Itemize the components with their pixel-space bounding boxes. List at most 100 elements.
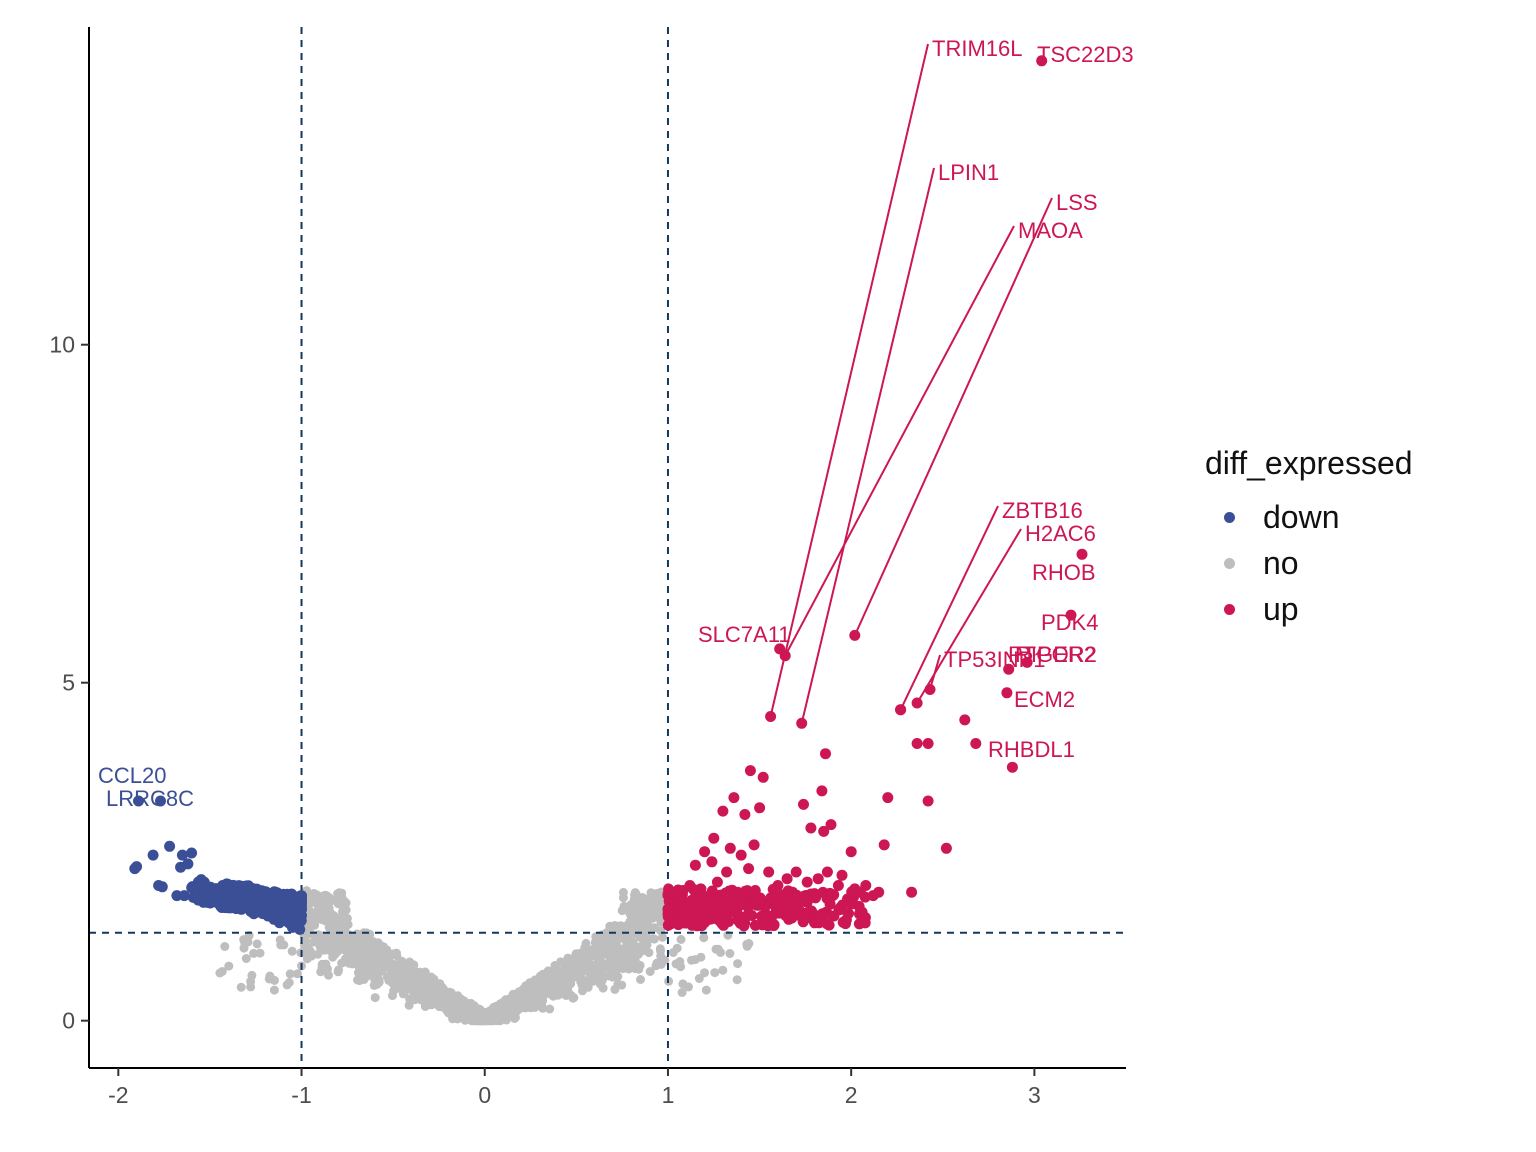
data-point-no bbox=[644, 948, 654, 958]
data-point-no bbox=[588, 968, 598, 978]
data-point-up bbox=[699, 846, 711, 858]
data-point-down bbox=[215, 900, 227, 912]
data-point-up bbox=[911, 697, 923, 709]
data-point-no bbox=[636, 945, 646, 955]
data-point-up bbox=[728, 792, 740, 804]
x-tick-label: 3 bbox=[1028, 1082, 1041, 1108]
data-point-no bbox=[319, 891, 329, 901]
data-point-down bbox=[286, 888, 298, 900]
gene-label: TRIM16L bbox=[932, 36, 1022, 61]
data-point-up bbox=[832, 880, 844, 891]
data-point-no bbox=[448, 1004, 458, 1014]
data-point-up bbox=[798, 798, 809, 810]
data-point-up bbox=[664, 895, 676, 907]
data-point-no bbox=[732, 975, 742, 985]
data-point-no bbox=[345, 951, 355, 961]
data-point-no bbox=[710, 968, 720, 978]
data-point-no bbox=[733, 959, 743, 969]
data-point-no bbox=[641, 930, 651, 940]
data-point-up bbox=[799, 912, 811, 924]
data-point-no bbox=[503, 997, 512, 1007]
data-point-no bbox=[638, 894, 648, 903]
data-point-no bbox=[333, 939, 343, 949]
data-point-no bbox=[485, 1016, 495, 1026]
data-point-up bbox=[755, 910, 767, 922]
data-point-up bbox=[712, 913, 724, 925]
data-point-up bbox=[677, 905, 689, 917]
data-point-no bbox=[623, 951, 633, 960]
data-point-no bbox=[360, 959, 370, 969]
data-point-no bbox=[337, 958, 347, 968]
data-point-up bbox=[703, 902, 715, 914]
data-point-no bbox=[381, 947, 391, 957]
data-point-no bbox=[581, 938, 591, 948]
data-point-no bbox=[247, 970, 257, 980]
data-point-up bbox=[763, 866, 775, 878]
data-point-no bbox=[421, 988, 431, 998]
data-point-up bbox=[757, 771, 769, 783]
data-point-up bbox=[846, 886, 858, 898]
gene-label: TSC22D3 bbox=[1037, 42, 1134, 67]
data-point-no bbox=[566, 991, 576, 1001]
legend-label-down: down bbox=[1263, 498, 1340, 535]
data-point-up bbox=[1021, 656, 1033, 668]
x-tick-label: 2 bbox=[845, 1082, 858, 1108]
data-point-down bbox=[186, 847, 198, 859]
data-point-no bbox=[335, 913, 345, 923]
data-point-no bbox=[544, 975, 554, 984]
data-point-up bbox=[754, 892, 766, 904]
data-point-up bbox=[959, 714, 971, 726]
data-point-down bbox=[193, 894, 205, 906]
data-point-no bbox=[472, 1014, 482, 1024]
data-point-up bbox=[859, 891, 871, 903]
label-connector bbox=[899, 505, 999, 711]
data-point-up bbox=[689, 859, 701, 871]
data-point-no bbox=[364, 940, 374, 950]
data-point-no bbox=[690, 955, 700, 965]
data-point-no bbox=[414, 984, 424, 994]
data-point-no bbox=[651, 891, 661, 901]
data-point-no bbox=[656, 898, 666, 908]
data-point-down bbox=[155, 795, 166, 807]
data-point-no bbox=[694, 974, 704, 983]
data-point-no bbox=[455, 1012, 465, 1022]
data-point-no bbox=[240, 938, 250, 948]
data-point-no bbox=[395, 965, 404, 975]
data-point-no bbox=[437, 991, 447, 1001]
data-point-no bbox=[595, 969, 605, 979]
data-point-up bbox=[774, 643, 786, 655]
data-point-no bbox=[563, 983, 573, 993]
data-point-up bbox=[801, 876, 813, 888]
data-point-no bbox=[701, 985, 711, 995]
data-point-no bbox=[236, 982, 246, 992]
data-point-no bbox=[645, 967, 655, 976]
data-point-no bbox=[370, 975, 380, 985]
data-point-no bbox=[631, 890, 641, 900]
data-point-down bbox=[178, 890, 190, 902]
data-point-no bbox=[255, 948, 265, 958]
data-point-up bbox=[697, 893, 709, 905]
data-point-up bbox=[1003, 663, 1015, 675]
data-point-no bbox=[606, 959, 616, 969]
data-point-no bbox=[392, 951, 402, 961]
x-tick-label: 0 bbox=[478, 1082, 491, 1108]
data-point-no bbox=[437, 983, 447, 993]
legend-label-no: no bbox=[1263, 544, 1299, 581]
data-point-up bbox=[878, 839, 890, 851]
data-point-no bbox=[713, 944, 723, 954]
data-point-no bbox=[462, 1008, 472, 1018]
data-point-no bbox=[620, 958, 630, 968]
data-point-down bbox=[176, 849, 188, 861]
gene-label: CCL20 bbox=[98, 763, 166, 788]
data-point-up bbox=[836, 903, 848, 915]
data-point-up bbox=[821, 866, 833, 878]
data-point-up bbox=[1065, 609, 1077, 621]
data-point-no bbox=[319, 911, 329, 921]
data-point-no bbox=[293, 969, 302, 979]
data-point-no bbox=[324, 922, 334, 932]
data-point-no bbox=[658, 932, 667, 942]
data-point-no bbox=[676, 935, 686, 944]
data-point-up bbox=[836, 869, 848, 881]
data-point-no bbox=[309, 897, 319, 907]
data-point-up bbox=[716, 902, 728, 914]
